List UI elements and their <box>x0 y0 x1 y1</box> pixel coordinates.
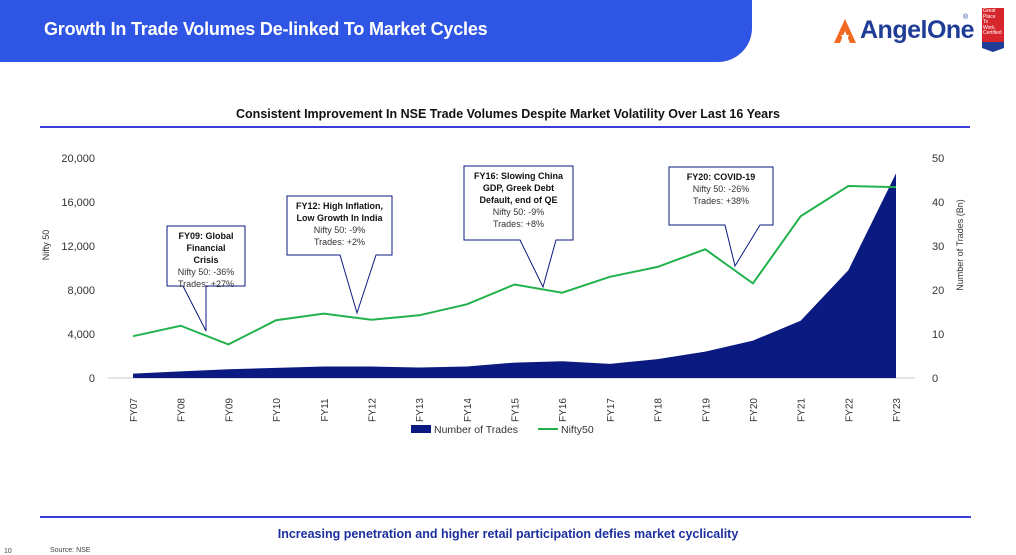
annotation-heading-line: FY09: Global <box>178 231 233 241</box>
annotation-detail: Nifty 50: -9% <box>314 225 366 235</box>
x-tick-label: FY22 <box>844 398 855 422</box>
x-tick-label: FY18 <box>654 398 665 422</box>
x-tick-label: FY10 <box>272 398 283 422</box>
annotation-heading-line: Low Growth In India <box>297 213 384 223</box>
annotation-heading-line: Financial <box>186 243 225 253</box>
x-tick-label: FY13 <box>415 398 426 422</box>
y-axis-label: Nifty 50 <box>41 230 51 261</box>
annotation-detail: Trades: +8% <box>493 219 544 229</box>
annotation-heading-line: Default, end of QE <box>479 195 557 205</box>
x-tick-label: FY15 <box>511 398 522 422</box>
x-tick-label: FY11 <box>320 398 331 422</box>
annotation-heading-line: GDP, Greek Debt <box>483 183 554 193</box>
y-tick-label: 20,000 <box>61 153 95 165</box>
x-tick-label: FY08 <box>177 398 188 422</box>
y2-tick-label: 30 <box>932 241 944 253</box>
annotation-detail: Trades: +2% <box>314 237 365 247</box>
x-tick-label: FY12 <box>367 398 378 422</box>
annotation-heading: FY20: COVID-19 <box>687 172 756 182</box>
x-tick-label: FY09 <box>224 398 235 422</box>
y-tick-label: 8,000 <box>67 285 95 297</box>
annotation-heading-line: FY20: COVID-19 <box>687 172 756 182</box>
x-tick-label: FY16 <box>558 398 569 422</box>
y2-axis-label: Number of Trades (Bn) <box>955 199 965 291</box>
source-note: Source: NSE <box>50 547 90 554</box>
y2-tick-label: 20 <box>932 285 944 297</box>
annotation-heading-line: FY16: Slowing China <box>474 171 564 181</box>
annotation-heading-line: Crisis <box>193 255 218 265</box>
annotation-heading: FY16: Slowing China GDP, Greek Debt Defaul… <box>474 171 564 205</box>
x-tick-label: FY21 <box>797 398 808 422</box>
y-tick-label: 0 <box>89 373 95 385</box>
legend-label-trades: Number of Trades <box>434 424 518 436</box>
y2-tick-label: 40 <box>932 197 944 209</box>
legend-label-nifty50: Nifty50 <box>561 424 594 436</box>
x-tick-label: FY17 <box>606 398 617 422</box>
annotation-detail: Nifty 50: -9% <box>493 207 545 217</box>
annotation-detail: Trades: +27% <box>178 279 234 289</box>
legend-swatch-trades <box>411 425 431 433</box>
x-tick-label: FY20 <box>749 398 760 422</box>
annotation-detail: Trades: +38% <box>693 196 749 206</box>
y2-tick-label: 0 <box>932 373 938 385</box>
annotation-heading-line: FY12: High Inflation, <box>296 201 383 211</box>
annotation-detail: Nifty 50: -26% <box>693 184 750 194</box>
x-tick-label: FY14 <box>463 398 474 422</box>
x-tick-label: FY23 <box>892 398 903 422</box>
annotation-detail: Nifty 50: -36% <box>178 267 235 277</box>
y-tick-label: 4,000 <box>67 329 95 341</box>
footer-rule <box>40 516 971 518</box>
y2-tick-label: 10 <box>932 329 944 341</box>
x-tick-label: FY19 <box>701 398 712 422</box>
footer-text: Increasing penetration and higher retail… <box>0 527 1016 541</box>
y-tick-label: 16,000 <box>61 197 95 209</box>
x-tick-label: FY07 <box>129 398 140 422</box>
y2-tick-label: 50 <box>932 153 944 165</box>
y-tick-label: 12,000 <box>61 241 95 253</box>
